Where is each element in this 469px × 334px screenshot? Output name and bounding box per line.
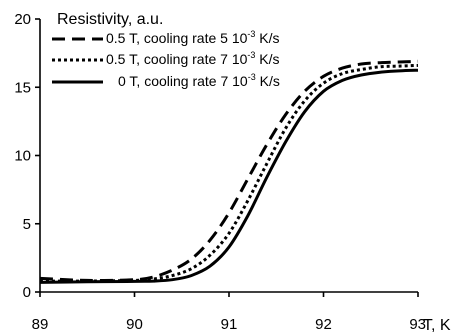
- x-tick-label: 89: [32, 316, 49, 333]
- legend-label-2: 0.5 T, cooling rate 7 10-3 K/s: [106, 50, 280, 67]
- y-tick-label: 10: [14, 148, 31, 165]
- series-line-1: [39, 59, 419, 282]
- y-tick-label: 15: [14, 79, 31, 96]
- y-tick-label: 5: [23, 216, 31, 233]
- x-tick-label: 91: [221, 316, 238, 333]
- y-axis-title: Resistivity, a.u.: [57, 11, 163, 28]
- legend-label-1: 0.5 T, cooling rate 5 10-3 K/s: [106, 29, 280, 46]
- y-tick-label: 0: [23, 284, 31, 301]
- x-tick-label: 92: [315, 316, 332, 333]
- series-line-3: [39, 68, 419, 284]
- x-axis-title: T, K: [423, 317, 451, 334]
- legend-label-3: 0 T, cooling rate 7 10-3 K/s: [118, 72, 280, 89]
- x-tick-label: 90: [126, 316, 143, 333]
- x-axis-ticks: 89 90 91 92 93: [32, 292, 426, 333]
- legend: 0.5 T, cooling rate 5 10-3 K/s 0.5 T, coo…: [52, 29, 280, 89]
- y-axis-ticks: 0 5 10 15 20: [14, 11, 40, 301]
- series-layer: [39, 59, 419, 284]
- x-tick-label: 93: [409, 316, 426, 333]
- y-tick-label: 20: [14, 11, 31, 28]
